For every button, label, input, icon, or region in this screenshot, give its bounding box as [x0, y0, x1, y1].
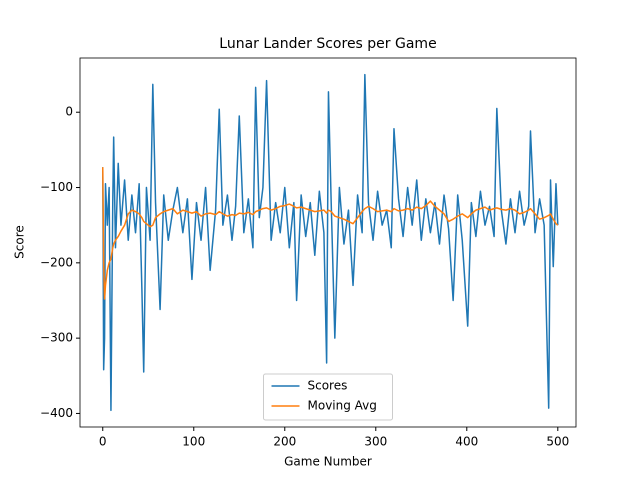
- x-axis-label: Game Number: [284, 455, 372, 469]
- y-tick-label: 0: [65, 105, 73, 119]
- legend: Scores Moving Avg: [263, 373, 393, 421]
- chart-title: Lunar Lander Scores per Game: [219, 36, 436, 52]
- x-tick-label: 200: [273, 435, 296, 449]
- x-tick-label: 400: [455, 435, 478, 449]
- x-tick-label: 100: [182, 435, 205, 449]
- y-axis-label: Score: [13, 225, 27, 259]
- x-tick-label: 300: [364, 435, 387, 449]
- y-tick-label: −300: [40, 331, 73, 345]
- plot-frame: [79, 57, 577, 428]
- y-tick-label: −400: [40, 406, 73, 420]
- y-tick-label: −100: [40, 180, 73, 194]
- line: [102, 167, 559, 300]
- legend-label: Scores: [308, 379, 348, 393]
- x-tick-label: 500: [546, 435, 569, 449]
- x-tick-label: 0: [99, 435, 107, 449]
- y-tick-label: −200: [40, 255, 73, 269]
- legend-label: Moving Avg: [308, 399, 377, 413]
- line: [102, 73, 559, 412]
